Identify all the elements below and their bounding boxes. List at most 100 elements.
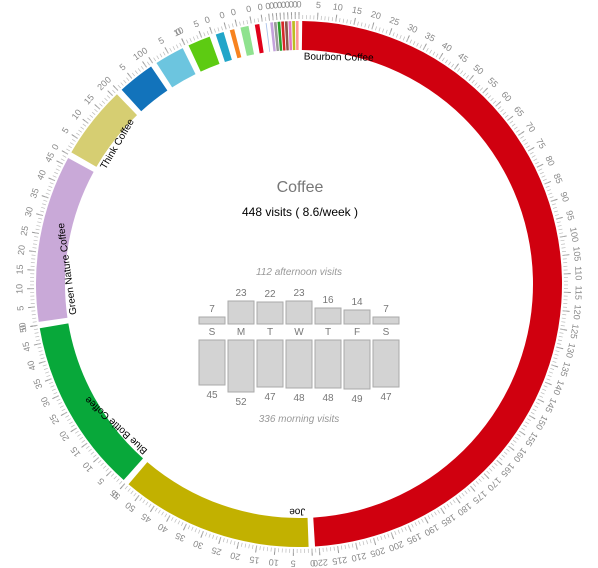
tick-label: 0 [293,0,298,9]
ring-segment [39,323,144,481]
tick-label: 55 [108,488,122,502]
tick-label: 0 [277,0,283,10]
tick-label: 0 [230,7,237,18]
tick-label: 20 [229,550,241,562]
bar [285,300,313,325]
tick-label: 215 [332,555,348,567]
tick-label: 185 [440,512,458,528]
bar [227,339,255,393]
tick-label: 20 [95,78,109,92]
segment-label: Joe [289,506,306,517]
tick-label: 50 [123,500,137,514]
tick-label: 10 [332,1,343,12]
tick-label: 0 [103,74,113,85]
series-label: 336 morning visits [259,414,340,425]
tick-label: 45 [21,341,33,353]
tick-label: 0 [140,45,150,56]
ring-segment [229,29,242,59]
tick-label: 85 [551,172,564,185]
ring-segment [270,22,276,52]
ring-segment [128,462,309,547]
tick-label: 110 [573,266,584,281]
ring-segment [188,36,220,72]
bar [343,339,371,390]
tick-label: 40 [440,40,454,54]
bar [285,339,313,389]
tick-label: 5 [15,305,25,311]
tick-label: 5 [157,35,166,46]
tick-label: 35 [28,187,41,200]
bar [256,301,284,325]
tick-label: 25 [19,225,31,237]
ring-segment [71,94,138,167]
bar [372,339,400,388]
tick-label: 10 [70,107,84,121]
tick-label: 205 [369,545,386,559]
tick-label: 80 [543,154,556,167]
tick-label: 0 [273,0,279,10]
minor-ticks [30,15,568,553]
value-label: 14 [351,297,363,308]
tick-label: 120 [571,304,582,320]
tick-label: 15 [249,554,260,565]
tick-label: 40 [35,168,48,181]
tick-label: 40 [156,521,170,535]
ring-segment [215,32,232,63]
day-label: F [354,327,360,338]
ring-segment [156,48,196,88]
tick-label: 10 [131,48,145,62]
tick-label: 10 [14,284,24,294]
tick-label: 0 [17,324,28,331]
tick-label: 160 [512,446,529,464]
tick-label: 45 [456,51,470,65]
value-label: 47 [380,392,392,403]
bar [314,339,342,389]
tick-label: 35 [31,378,44,391]
tick-label: 25 [210,545,223,558]
ring-segment [292,21,296,51]
value-label: 22 [264,289,276,300]
tick-label: 100 [568,226,580,243]
tick-label: 55 [486,75,500,89]
tick-label: 30 [192,538,205,551]
value-label: 48 [293,393,305,404]
tick-label: 15 [351,5,363,17]
value-label: 47 [264,392,276,403]
tick-label: 5 [96,476,107,487]
ring-segment [36,157,94,322]
tick-label: 145 [543,397,559,415]
tick-label: 5 [316,0,322,10]
bar [256,339,284,388]
day-label: T [267,327,273,338]
tick-label: 0 [281,0,287,10]
tick-label: 140 [551,379,566,397]
day-label: M [237,327,245,338]
bar [372,316,400,325]
ring-segment [288,21,293,51]
ring-segment [281,21,286,51]
tick-label: 0 [296,0,301,9]
tick-label: 0 [50,142,61,151]
tick-label: 165 [499,461,516,479]
segment-label: Bourbon Coffee [304,51,375,63]
tick-label: 0 [203,14,211,25]
tick-label: 75 [534,137,548,151]
ring-segment [240,25,255,56]
day-label: S [383,327,390,338]
tick-label: 40 [25,359,37,371]
tick-label: 50 [471,62,485,76]
tick-label: 95 [564,209,576,221]
tick-label: 20 [370,9,382,21]
day-label: T [325,327,331,338]
tick-label: 15 [15,264,26,275]
tick-label: 105 [571,246,583,262]
chart-title: Coffee [277,179,324,196]
tick-label: 35 [174,530,187,543]
tick-label: 0 [285,0,290,10]
tick-label: 30 [39,395,52,408]
value-label: 49 [351,394,363,405]
ring-segment [284,21,289,51]
ring-segment [121,66,168,112]
